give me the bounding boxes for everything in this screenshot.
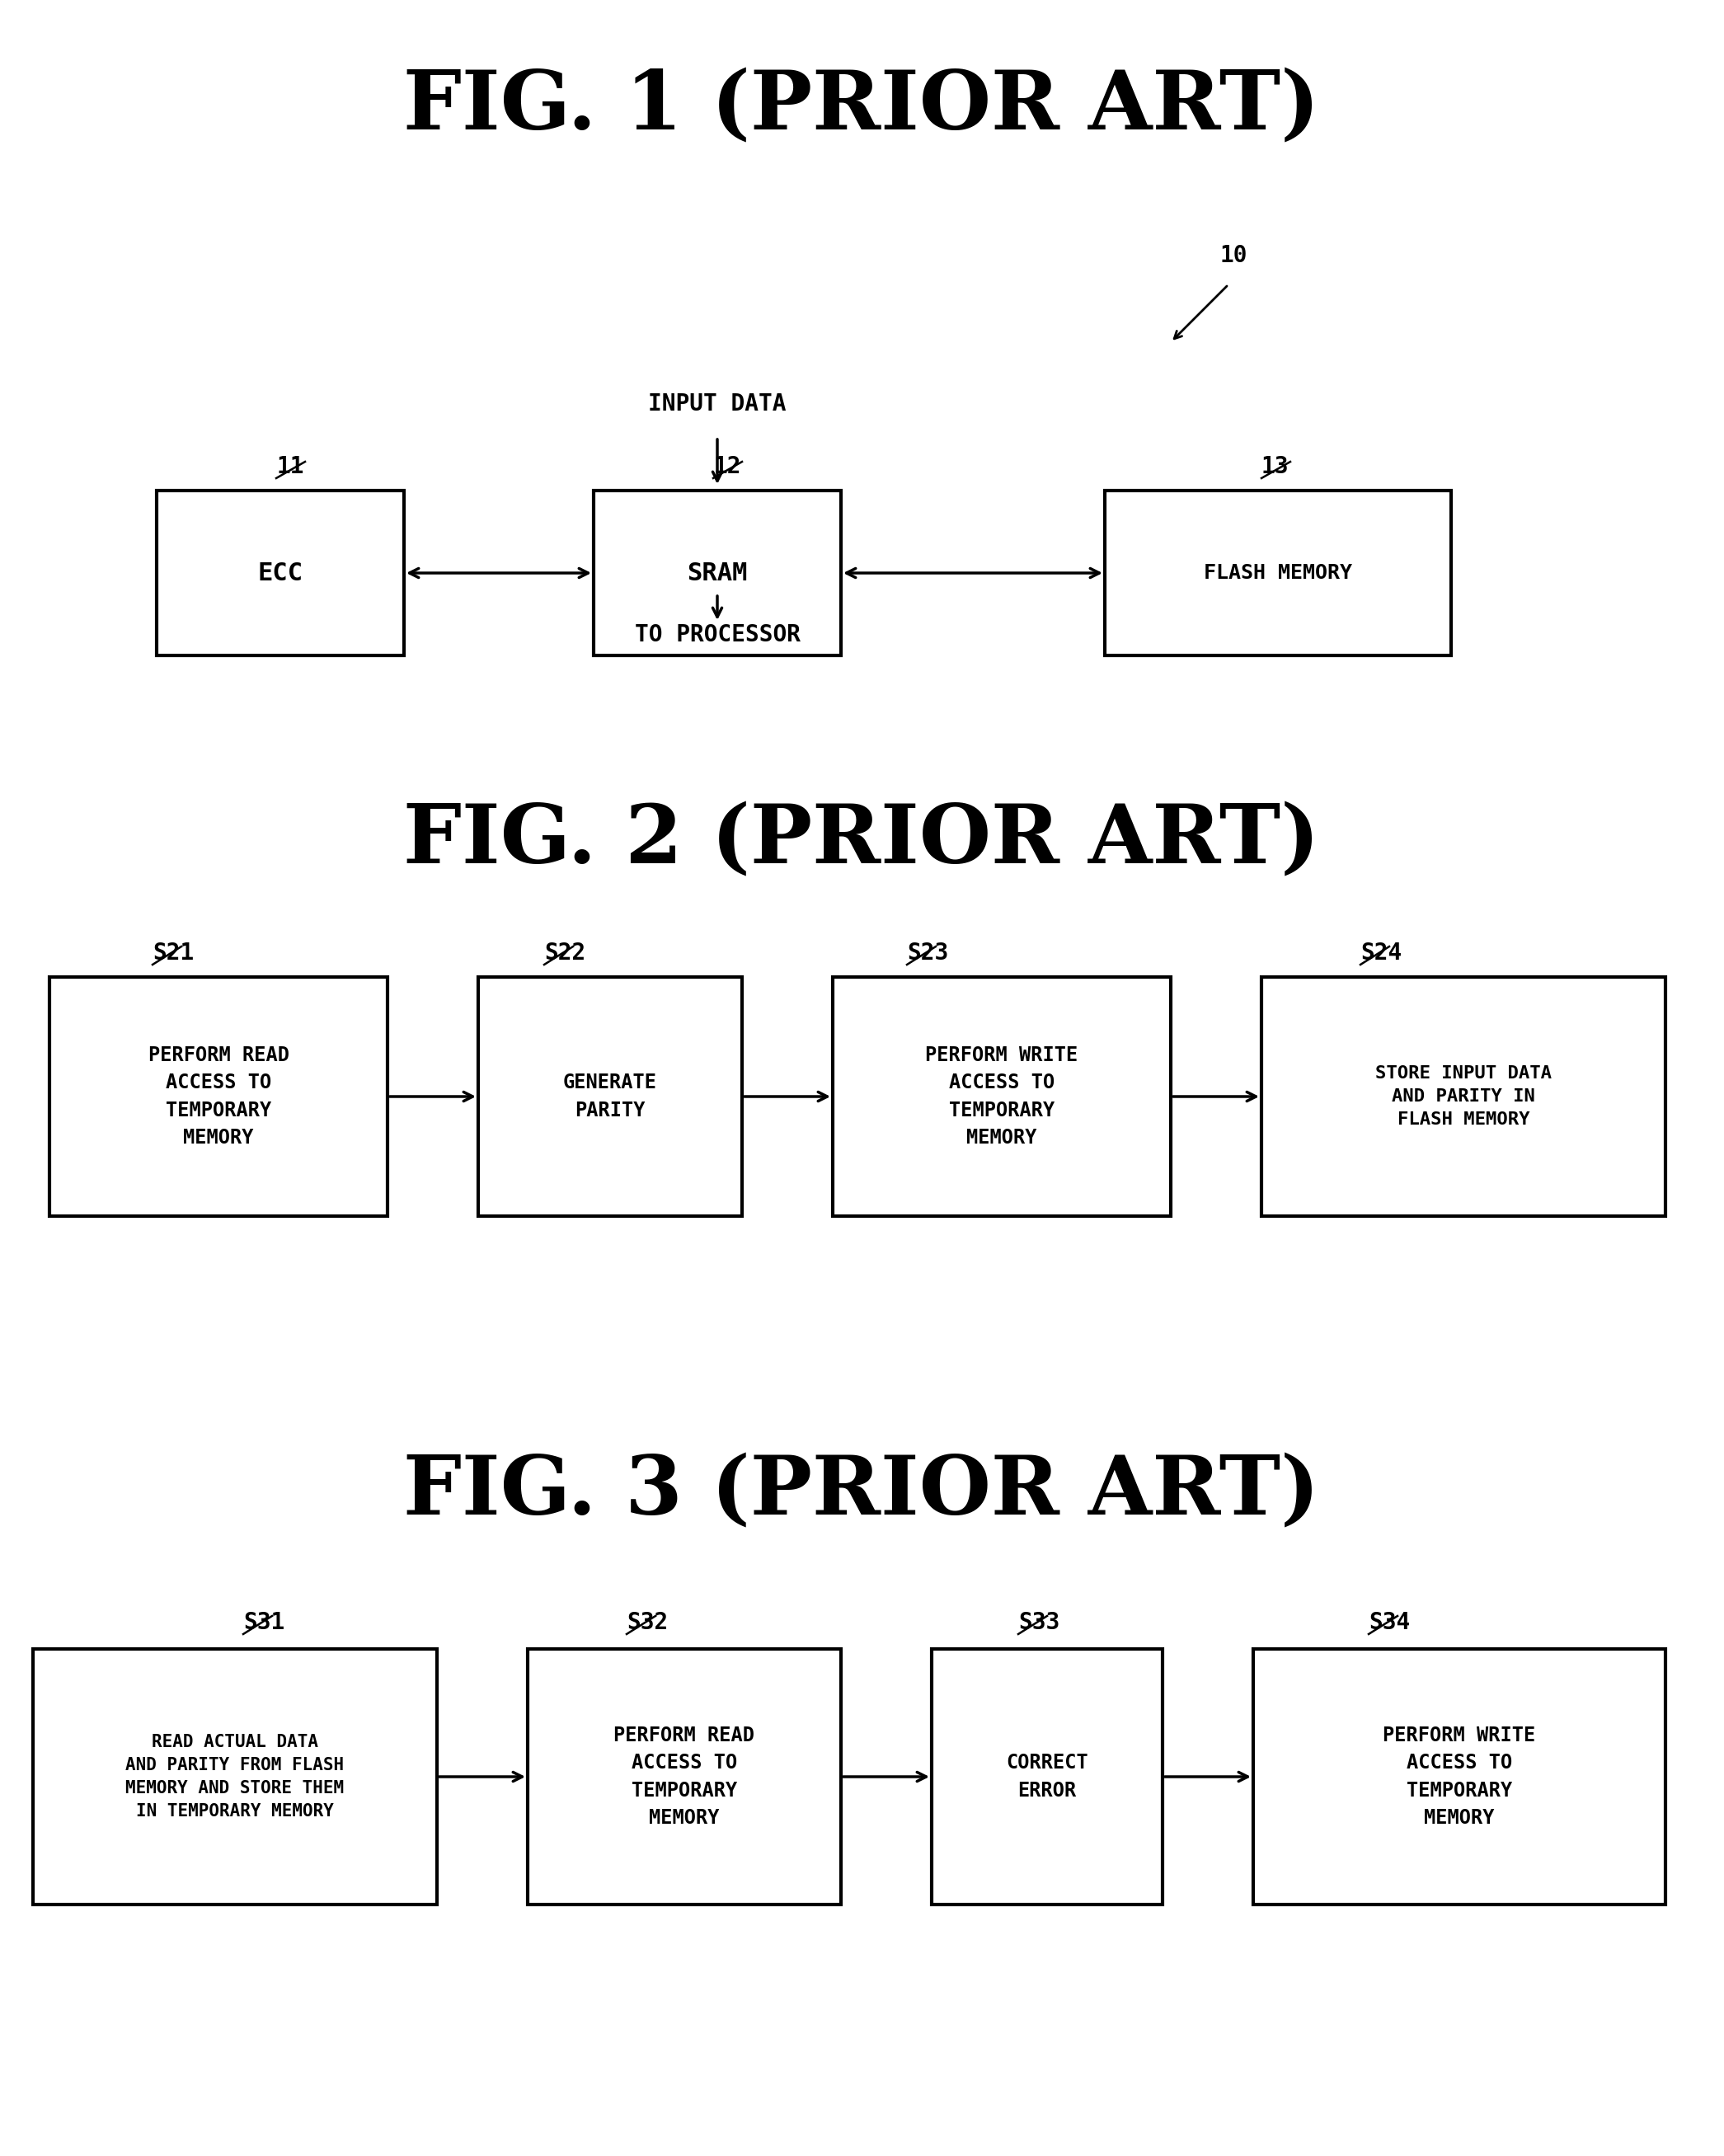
Text: FIG. 3 (PRIOR ART): FIG. 3 (PRIOR ART) <box>403 1453 1321 1533</box>
Text: TO PROCESSOR: TO PROCESSOR <box>634 623 800 647</box>
Text: SRAM: SRAM <box>686 561 748 584</box>
Bar <box>1253 1649 1665 1904</box>
Bar <box>50 977 388 1216</box>
Text: PERFORM WRITE
ACCESS TO
TEMPORARY
MEMORY: PERFORM WRITE ACCESS TO TEMPORARY MEMORY <box>926 1046 1078 1147</box>
Text: S21: S21 <box>152 942 195 964</box>
Text: PERFORM READ
ACCESS TO
TEMPORARY
MEMORY: PERFORM READ ACCESS TO TEMPORARY MEMORY <box>148 1046 290 1147</box>
Text: FLASH MEMORY: FLASH MEMORY <box>1203 563 1352 582</box>
Bar <box>931 1649 1162 1904</box>
Text: 11: 11 <box>276 455 303 479</box>
Text: S31: S31 <box>243 1611 284 1634</box>
Text: STORE INPUT DATA
AND PARITY IN
FLASH MEMORY: STORE INPUT DATA AND PARITY IN FLASH MEM… <box>1376 1065 1552 1128</box>
Text: 13: 13 <box>1262 455 1290 479</box>
Bar <box>528 1649 841 1904</box>
Text: PERFORM READ
ACCESS TO
TEMPORARY
MEMORY: PERFORM READ ACCESS TO TEMPORARY MEMORY <box>614 1725 755 1828</box>
Bar <box>478 977 741 1216</box>
Text: S23: S23 <box>907 942 948 964</box>
Text: S32: S32 <box>626 1611 667 1634</box>
Bar <box>833 977 1171 1216</box>
Text: 10: 10 <box>1221 244 1248 267</box>
Bar <box>1262 977 1665 1216</box>
Text: INPUT DATA: INPUT DATA <box>648 392 786 416</box>
Text: ECC: ECC <box>257 561 303 584</box>
Text: 12: 12 <box>714 455 741 479</box>
Bar <box>157 492 403 655</box>
Text: READ ACTUAL DATA
AND PARITY FROM FLASH
MEMORY AND STORE THEM
IN TEMPORARY MEMORY: READ ACTUAL DATA AND PARITY FROM FLASH M… <box>126 1733 345 1820</box>
Text: S34: S34 <box>1369 1611 1410 1634</box>
Text: FIG. 1 (PRIOR ART): FIG. 1 (PRIOR ART) <box>403 67 1321 147</box>
Text: GENERATE
PARITY: GENERATE PARITY <box>564 1074 657 1121</box>
Bar <box>593 492 841 655</box>
Bar <box>33 1649 436 1904</box>
Text: PERFORM WRITE
ACCESS TO
TEMPORARY
MEMORY: PERFORM WRITE ACCESS TO TEMPORARY MEMORY <box>1383 1725 1536 1828</box>
Text: CORRECT
ERROR: CORRECT ERROR <box>1007 1753 1088 1800</box>
Text: S24: S24 <box>1360 942 1402 964</box>
Text: S22: S22 <box>545 942 586 964</box>
Text: FIG. 2 (PRIOR ART): FIG. 2 (PRIOR ART) <box>403 802 1321 882</box>
Text: S33: S33 <box>1019 1611 1060 1634</box>
Bar <box>1105 492 1452 655</box>
